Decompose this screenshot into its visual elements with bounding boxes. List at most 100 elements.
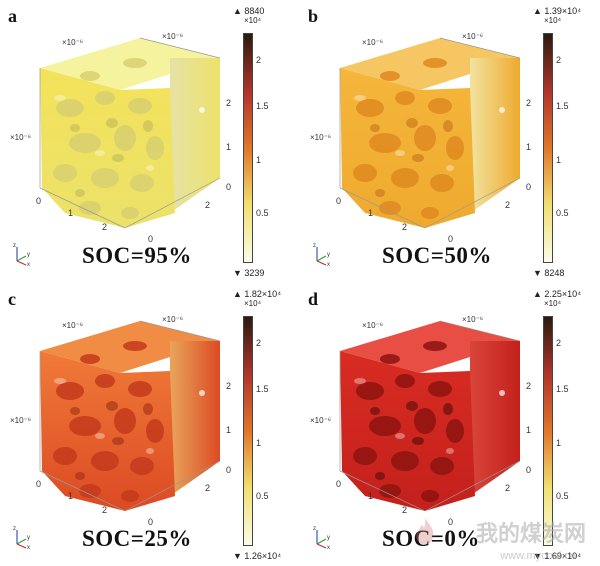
svg-text:z: z xyxy=(13,243,16,249)
colorbar-tick: 1 xyxy=(556,438,562,448)
colorbar-min-label: ▼ 1.69×10⁴ xyxy=(533,551,582,561)
colorbar xyxy=(543,33,553,263)
z-tick: 2 xyxy=(226,98,232,108)
colorbar xyxy=(543,316,553,546)
svg-text:x: x xyxy=(327,545,330,550)
colorbar-tick: 0.5 xyxy=(556,491,569,501)
electrode-microstructure-cube xyxy=(39,320,221,512)
z-exponent-label: ×10⁻⁶ xyxy=(10,416,32,425)
colorbar-tick: 1.5 xyxy=(556,101,569,111)
axes-triad-icon: z y x xyxy=(12,524,34,551)
y-tick: 2 xyxy=(505,483,511,493)
soc-label: SOC=95% xyxy=(82,243,192,268)
colorbar-tick: 1 xyxy=(556,155,562,165)
colorbar-min-label: ▼ 3239 xyxy=(233,268,265,278)
z-tick: 2 xyxy=(526,98,532,108)
colorbar-tick: 1.5 xyxy=(256,384,269,394)
z-tick: 0 xyxy=(226,465,232,475)
z-exponent-label: ×10⁻⁶ xyxy=(310,416,332,425)
z-tick: 0 xyxy=(526,465,532,475)
flame-logo-icon xyxy=(412,516,438,546)
panel-a: a ×10⁻⁶ ×10⁻⁶ ×10⁻⁶ xyxy=(0,0,300,283)
svg-text:y: y xyxy=(327,535,330,541)
electrode-microstructure-cube xyxy=(339,37,521,229)
z-tick: 2 xyxy=(526,381,532,391)
x-tick: 2 xyxy=(102,222,108,232)
svg-text:x: x xyxy=(327,262,330,267)
x-tick: 1 xyxy=(368,491,374,501)
y-exponent-label: ×10⁻⁶ xyxy=(162,32,184,41)
soc-label: SOC=25% xyxy=(82,526,192,551)
z-tick: 1 xyxy=(526,142,532,152)
x-exponent-label: ×10⁻⁶ xyxy=(62,321,84,330)
axes-triad-icon: z y x xyxy=(12,241,34,268)
x-tick: 2 xyxy=(402,222,408,232)
x-tick: 0 xyxy=(336,196,342,206)
y-exponent-label: ×10⁻⁶ xyxy=(162,315,184,324)
svg-text:y: y xyxy=(27,535,30,541)
y-tick: 0 xyxy=(148,517,154,527)
panel-d: d ×10⁻⁶ ×10⁻⁶ ×10⁻⁶ xyxy=(300,283,600,566)
x-tick: 1 xyxy=(68,491,74,501)
colorbar-min-label: ▼ 1.26×10⁴ xyxy=(233,551,282,561)
y-tick: 2 xyxy=(505,200,511,210)
x-tick: 0 xyxy=(36,196,42,206)
panel-letter: b xyxy=(308,6,319,26)
z-tick: 2 xyxy=(226,381,232,391)
y-tick: 2 xyxy=(205,200,211,210)
z-tick: 1 xyxy=(226,425,232,435)
axes-triad-icon: z y x xyxy=(312,241,334,268)
x-exponent-label: ×10⁻⁶ xyxy=(362,321,384,330)
colorbar-multiplier: ×10⁴ xyxy=(544,16,562,25)
colorbar-multiplier: ×10⁴ xyxy=(244,299,262,308)
colorbar-min-label: ▼ 8248 xyxy=(533,268,565,278)
soc-label: SOC=50% xyxy=(382,243,492,268)
x-tick: 0 xyxy=(336,479,342,489)
colorbar-tick: 1.5 xyxy=(256,101,269,111)
panel-c: c ×10⁻⁶ ×10⁻⁶ ×10⁻⁶ xyxy=(0,283,300,566)
colorbar-multiplier: ×10⁴ xyxy=(244,16,262,25)
panel-letter: a xyxy=(8,6,17,26)
svg-text:x: x xyxy=(27,262,30,267)
svg-text:x: x xyxy=(27,545,30,550)
colorbar xyxy=(243,316,253,546)
y-exponent-label: ×10⁻⁶ xyxy=(462,315,484,324)
colorbar-tick: 2 xyxy=(256,55,262,65)
z-tick: 1 xyxy=(226,142,232,152)
colorbar-tick: 0.5 xyxy=(556,208,569,218)
colorbar-max-label: ▲ 1.82×10⁴ xyxy=(233,289,282,299)
colorbar xyxy=(243,33,253,263)
svg-text:z: z xyxy=(313,243,316,249)
x-tick: 1 xyxy=(368,208,374,218)
colorbar-max-label: ▲ 2.25×10⁴ xyxy=(533,289,582,299)
z-tick: 0 xyxy=(226,182,232,192)
colorbar-max-label: ▲ 8840 xyxy=(233,6,265,16)
y-exponent-label: ×10⁻⁶ xyxy=(462,32,484,41)
x-exponent-label: ×10⁻⁶ xyxy=(62,38,84,47)
panel-letter: c xyxy=(8,289,16,309)
svg-text:y: y xyxy=(327,252,330,258)
z-exponent-label: ×10⁻⁶ xyxy=(310,133,332,142)
colorbar-tick: 0.5 xyxy=(256,491,269,501)
electrode-microstructure-cube xyxy=(39,37,221,229)
y-tick: 2 xyxy=(205,483,211,493)
x-tick: 1 xyxy=(68,208,74,218)
watermark-url: www.mycoal.cn xyxy=(500,550,576,562)
z-exponent-label: ×10⁻⁶ xyxy=(10,133,32,142)
svg-text:z: z xyxy=(313,526,316,532)
colorbar-tick: 2 xyxy=(556,55,562,65)
panel-b: b ×10⁻⁶ ×10⁻⁶ ×10⁻⁶ xyxy=(300,0,600,283)
soc-label: SOC=0% xyxy=(382,526,480,552)
y-tick: 0 xyxy=(148,234,154,244)
x-tick: 2 xyxy=(402,505,408,515)
svg-text:z: z xyxy=(13,526,16,532)
x-tick: 2 xyxy=(102,505,108,515)
colorbar-tick: 2 xyxy=(556,338,562,348)
x-exponent-label: ×10⁻⁶ xyxy=(362,38,384,47)
x-tick: 0 xyxy=(36,479,42,489)
y-tick: 0 xyxy=(448,234,454,244)
colorbar-max-label: ▲ 1.39×10⁴ xyxy=(533,6,582,16)
electrode-microstructure-cube xyxy=(339,320,521,512)
y-tick: 0 xyxy=(448,517,454,527)
axes-triad-icon: z y x xyxy=(312,524,334,551)
